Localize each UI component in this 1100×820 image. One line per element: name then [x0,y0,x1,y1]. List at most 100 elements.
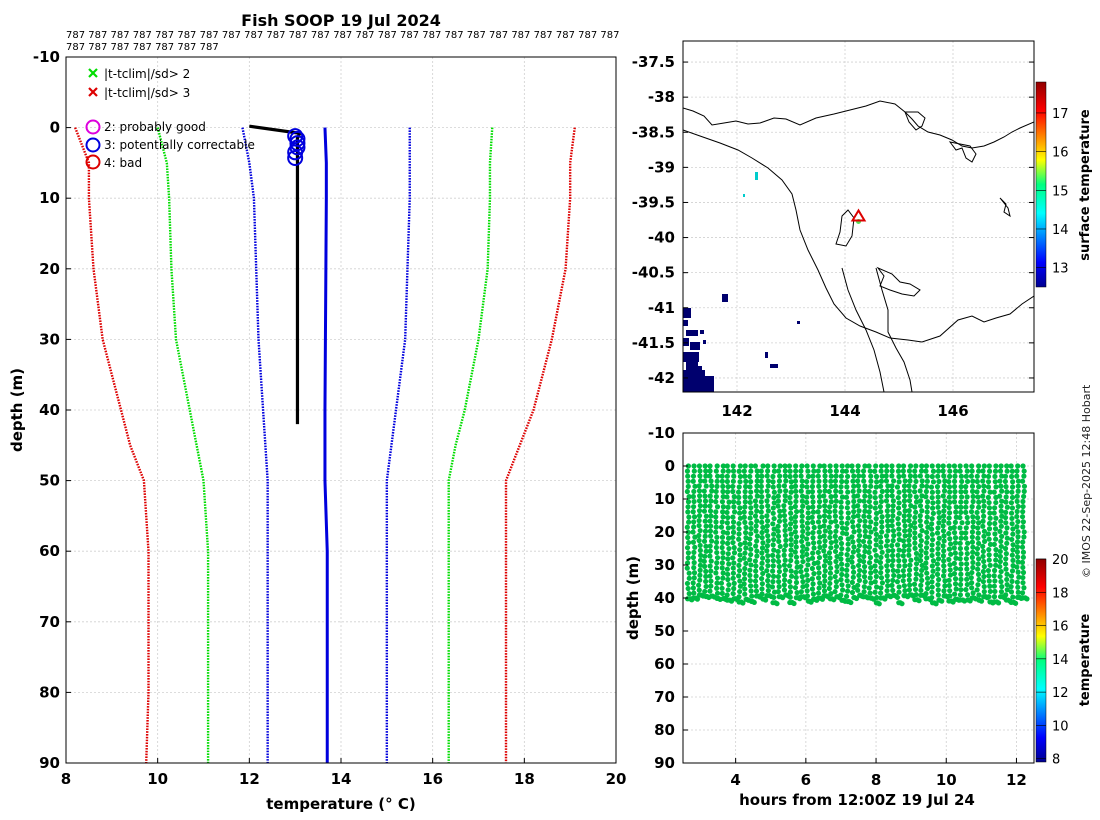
timeseries-point [906,542,912,548]
timeseries-tick-label-y: 40 [654,589,675,607]
timeseries-point [788,479,794,485]
timeseries-point [878,575,885,581]
map-tick-label-y: -37.5 [632,53,675,71]
timeseries-point [701,538,708,544]
timeseries-point [925,580,931,587]
timeseries-point [833,473,839,479]
timeseries-point [857,567,863,574]
timeseries-point [724,592,730,598]
timeseries-point [901,548,907,554]
timeseries-point [747,572,753,578]
timeseries-point [809,576,815,582]
timeseries-point [771,536,777,543]
timeseries-point [816,539,822,545]
timeseries-point [856,537,862,544]
timeseries-point [725,587,731,593]
timeseries-point [764,568,770,574]
timeseries-point [839,571,845,578]
timeseries-point [764,498,770,504]
timeseries-point [924,575,931,581]
map-colorbar [1035,81,1047,288]
timeseries-point [1009,552,1015,558]
timeseries-point [751,599,757,606]
timeseries-point [917,542,924,549]
timeseries-point [702,463,708,469]
timeseries-point [838,484,844,490]
timeseries-point [952,519,958,525]
timeseries-point [832,518,839,524]
timeseries-point [855,523,862,529]
timeseries-point [975,494,981,500]
timeseries-point [890,513,896,519]
timeseries-point [805,577,811,583]
timeseries-point [878,544,884,550]
timeseries-point [963,473,969,479]
timeseries-point [872,579,878,585]
timeseries-point [737,557,743,563]
timeseries-point [906,483,912,489]
timeseries-point [839,546,845,552]
coastline-western-port [948,141,977,163]
timeseries-point [777,488,783,494]
timeseries-point [980,543,986,549]
timeseries-point [924,555,930,561]
timeseries-point [821,463,827,469]
timeseries-point [952,489,958,495]
timeseries-point [809,555,816,561]
timeseries-point [1004,540,1010,546]
timeseries-point [969,585,975,591]
timeseries-point [843,593,850,599]
timeseries-point [775,553,781,560]
timeseries-point [1003,592,1009,598]
timeseries-point [720,570,726,576]
timeseries-point [748,531,754,537]
timeseries-point [788,573,795,579]
timeseries-point [952,591,958,597]
timeseries-point [885,528,891,534]
timeseries-point [720,550,726,556]
timeseries-point [918,523,924,529]
timeseries-point [724,473,730,479]
timeseries-point [799,538,805,545]
timeseries-point [839,520,845,526]
timeseries-point [935,566,941,572]
timeseries-point [941,588,947,594]
timeseries-point [1020,574,1026,581]
timeseries-point [964,494,970,500]
timeseries-point [782,498,788,504]
timeseries-point [844,463,851,469]
timeseries-point [770,558,776,564]
timeseries-colorbar-tick-label: 14 [1052,653,1069,668]
timeseries-point [792,584,799,591]
timeseries-point [855,587,861,593]
timeseries-point [804,536,810,542]
timeseries-point [981,528,987,534]
timeseries-point [792,549,798,555]
timeseries-point [720,493,726,500]
timeseries-point [902,478,908,484]
timeseries-point [834,568,840,575]
timeseries-point [810,463,816,469]
timeseries-point [957,525,963,531]
timeseries-point [957,581,964,588]
timeseries-point [1008,573,1015,579]
timeseries-point [929,537,936,543]
timeseries-point [970,498,976,505]
timeseries-point [696,532,702,539]
timeseries-point [975,515,981,521]
timeseries-point [822,478,828,484]
timeseries-point [906,508,912,514]
timeseries-point [1010,526,1016,532]
timeseries-point [775,573,781,580]
timeseries-point [781,562,788,568]
timeseries-point [902,508,908,514]
timeseries-point [923,550,929,556]
timeseries-point [793,488,799,494]
timeseries-point [974,478,980,485]
timeseries-point [759,519,765,525]
timeseries-point [754,483,760,489]
timeseries-point [940,468,946,474]
map-sst-cell-cold [683,320,688,326]
timeseries-point [771,515,777,522]
